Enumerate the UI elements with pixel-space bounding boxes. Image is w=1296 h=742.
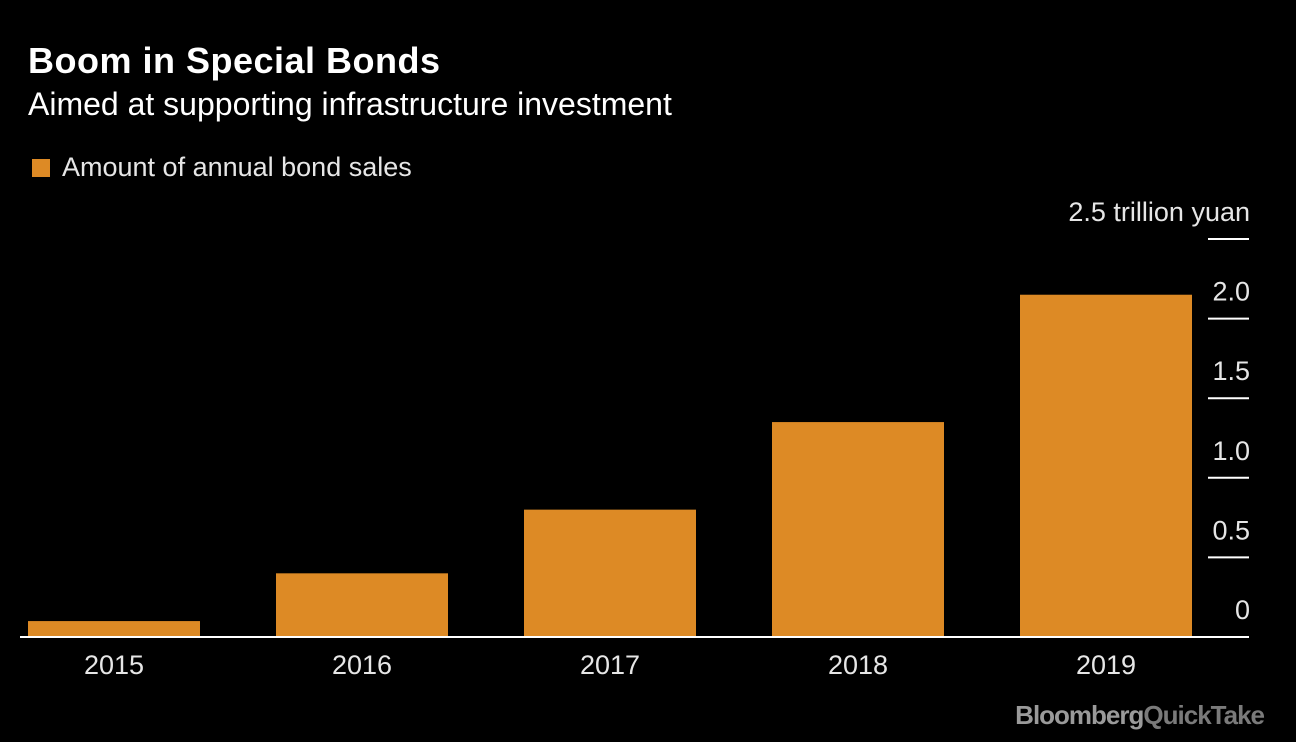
bloomberg-quicktake-logo: BloombergQuickTake: [1015, 700, 1265, 731]
y-tick-label: 1.0: [1212, 436, 1250, 466]
legend-label: Amount of annual bond sales: [62, 152, 412, 182]
legend: Amount of annual bond sales: [32, 152, 412, 183]
bar-2015: [28, 621, 200, 637]
bar-2018: [772, 422, 944, 637]
x-tick-label-2016: 2016: [332, 650, 392, 680]
x-tick-label-2018: 2018: [828, 650, 888, 680]
bar-2017: [524, 509, 696, 637]
y-axis: 0 0.5 1.0 1.5 2.0 2.5 trillion yuan: [1068, 197, 1250, 625]
logo-part-bloomberg: Bloomberg: [1015, 700, 1144, 730]
chart-title: Boom in Special Bonds: [28, 40, 441, 81]
chart-subtitle: Aimed at supporting infrastructure inves…: [28, 86, 672, 122]
logo-part-quicktake: QuickTake: [1143, 700, 1265, 730]
y-tick-label: 2.5 trillion yuan: [1068, 197, 1250, 227]
bars-layer: [28, 294, 1192, 637]
x-tick-label-2019: 2019: [1076, 650, 1136, 680]
y-tick-label: 1.5: [1212, 356, 1250, 386]
x-axis: 2015 2016 2017 2018 2019: [84, 650, 1136, 680]
x-tick-label-2015: 2015: [84, 650, 144, 680]
y-tick-label: 0: [1235, 595, 1250, 625]
y-tick-label: 2.0: [1212, 277, 1250, 307]
bar-2016: [276, 573, 448, 637]
legend-swatch: [32, 158, 50, 177]
y-tick-label: 0.5: [1212, 515, 1250, 545]
x-tick-label-2017: 2017: [580, 650, 640, 680]
bar-2019: [1020, 294, 1192, 637]
